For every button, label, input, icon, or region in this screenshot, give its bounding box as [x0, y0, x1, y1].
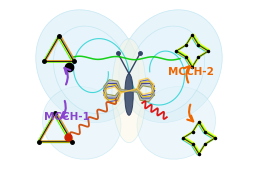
Text: MCCH-2: MCCH-2 [168, 67, 214, 77]
Ellipse shape [36, 10, 139, 122]
Ellipse shape [137, 87, 215, 159]
Text: MCCH-1: MCCH-1 [44, 112, 90, 122]
Ellipse shape [112, 39, 146, 143]
Ellipse shape [129, 26, 205, 114]
Ellipse shape [53, 26, 129, 114]
Ellipse shape [125, 74, 133, 115]
Ellipse shape [119, 10, 222, 122]
Ellipse shape [43, 87, 121, 159]
